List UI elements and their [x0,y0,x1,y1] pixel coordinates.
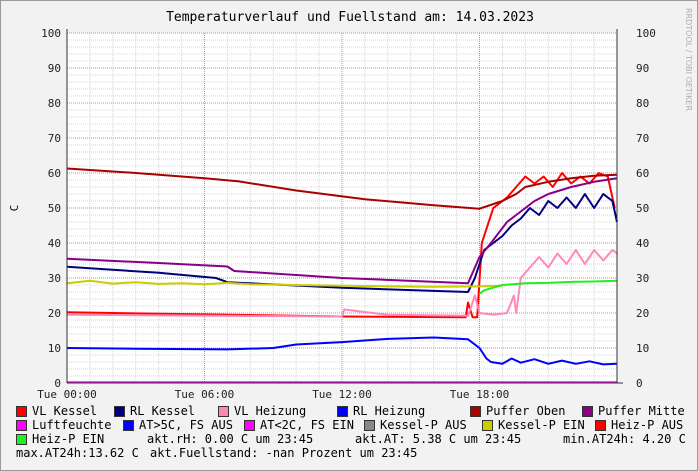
chart-title: Temperaturverlauf und Fuellstand am: 14.… [166,10,534,25]
legend-swatch [114,405,125,417]
legend-item-at-gt5: AT>5C, FS AUS [123,418,233,432]
x-tick-label: Tue 18:00 [450,388,510,400]
legend-label: VL Kessel [32,404,98,418]
y-tick-label: 20 [48,307,61,320]
y-tick-label-right: 0 [636,377,643,390]
series-line-puffer-oben [66,167,618,210]
legend-label: AT>5C, FS AUS [139,418,233,432]
legend-item-heiz-p-aus: Heiz-P AUS [595,418,683,432]
y-tick-label-right: 80 [636,97,649,110]
y-tick-label-right: 50 [636,202,649,215]
legend-label: VL Heizung [234,404,307,418]
y-tick-label: 0 [54,377,61,390]
x-tick-label: Tue 06:00 [175,388,235,400]
y-tick-label-right: 40 [636,237,649,250]
info-rh: akt.rH: 0.00 C um 23:45 [147,432,314,446]
legend-swatch [16,405,27,417]
legend-item-vl-heizung: VL Heizung [218,404,306,418]
y-tick-label: 40 [48,237,61,250]
temperature-chart: 0 0 10 10 20 20 30 30 40 40 50 50 60 60 70 70 80 80 90 90 10… [8,8,693,400]
legend-label: Luftfeuchte [32,418,112,432]
y-tick-label: 80 [48,97,61,110]
info-min: min.AT24h: 4.20 C [563,432,686,446]
y-tick-label: 30 [48,272,61,285]
x-tick-label: Tue 00:00 [37,388,97,400]
y-tick-label-right: 100 [636,27,656,40]
y-tick-label-right: 10 [636,342,649,355]
legend-label: Kessel-P EIN [498,418,585,432]
legend-item-rl-kessel: RL Kessel [114,404,195,418]
series-line-kessel-p-ein [66,279,503,288]
info-fill: akt.Fuellstand: -nan Prozent um 23:45 [150,446,418,460]
legend-label: Heiz-P AUS [611,418,684,432]
y-tick-label-right: 90 [636,62,649,75]
legend-label: AT<2C, FS EIN [260,418,354,432]
legend-swatch [582,405,593,417]
legend-swatch [16,419,27,431]
y-tick-label: 100 [41,27,61,40]
y-tick-label: 70 [48,132,61,145]
legend-label: Puffer Oben [486,404,566,418]
legend-label: Kessel-P AUS [380,418,467,432]
y-axis-label: C [8,205,21,212]
series-line-heiz-p-ein [478,279,618,295]
series-line-vl-heizung [66,249,618,318]
legend-item-vl-kessel: VL Kessel [16,404,97,418]
legend-swatch [218,405,229,417]
y-tick-label-right: 70 [636,132,649,145]
legend-swatch [244,419,255,431]
legend-item-rl-heizung: RL Heizung [337,404,425,418]
info-at: akt.AT: 5.38 C um 23:45 [355,432,522,446]
legend-swatch [470,405,481,417]
legend-label: Puffer Mitte [598,404,685,418]
legend-item-luftfeuchte: Luftfeuchte [16,418,111,432]
legend-swatch [595,419,606,431]
legend-item-kessel-p-aus: Kessel-P AUS [364,418,467,432]
y-tick-label: 10 [48,342,61,355]
watermark: RRDTOOL / TOBI OETIKER [684,8,693,111]
series-line-vl-kessel [66,172,616,319]
y-tick-label: 60 [48,167,61,180]
legend-label: Heiz-P EIN [32,432,105,446]
legend-swatch [16,433,27,445]
series-line-rl-heizung [66,336,618,366]
legend-item-kessel-p-ein: Kessel-P EIN [482,418,585,432]
legend-item-heiz-p-ein: Heiz-P EIN [16,432,104,446]
y-tick-label-right: 60 [636,167,649,180]
legend-item-at-lt2: AT<2C, FS EIN [244,418,354,432]
y-tick-label-right: 20 [636,307,649,320]
legend-swatch [482,419,493,431]
legend-label: RL Heizung [353,404,426,418]
legend-swatch [364,419,375,431]
y-tick-label-right: 30 [636,272,649,285]
x-tick-label: Tue 12:00 [312,388,372,400]
y-tick-label: 90 [48,62,61,75]
legend-item-puffer-oben: Puffer Oben [470,404,565,418]
legend-item-puffer-mitte: Puffer Mitte [582,404,685,418]
legend-swatch [123,419,134,431]
series-line-puffer-mitte [66,177,618,285]
y-tick-label: 50 [48,202,61,215]
legend-label: RL Kessel [130,404,196,418]
info-max: max.AT24h:13.62 C [16,446,139,460]
legend-swatch [337,405,348,417]
